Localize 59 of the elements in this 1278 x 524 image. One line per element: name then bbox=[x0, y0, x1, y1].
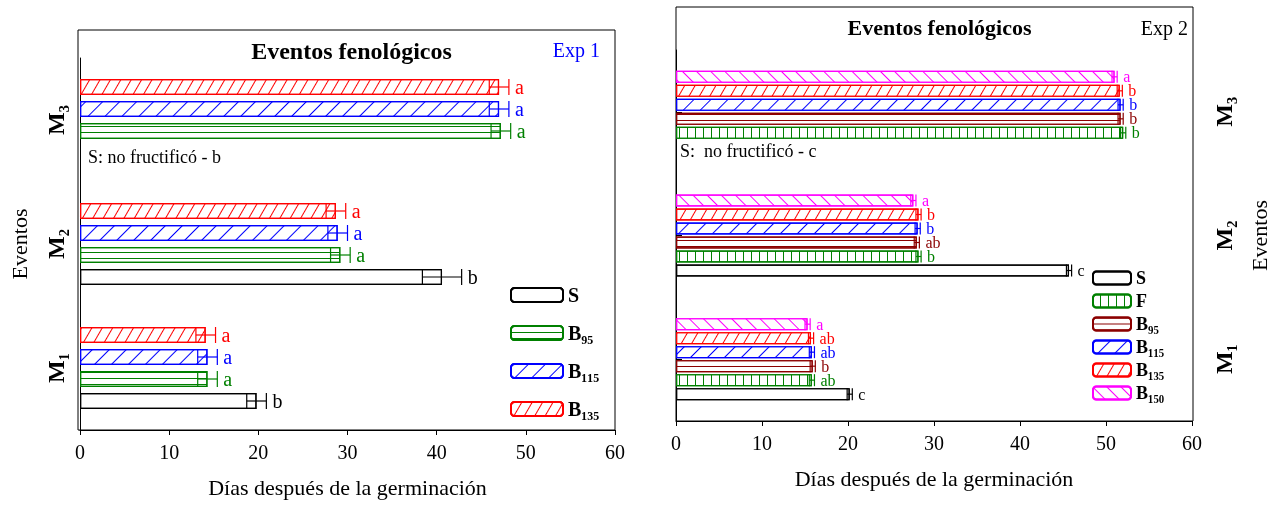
data-label: a bbox=[356, 244, 366, 266]
x-tick-label: 10 bbox=[752, 432, 772, 454]
x-axis-title: Días después de la germinación bbox=[794, 465, 1074, 491]
legend-label: B₁₅₀ bbox=[1136, 383, 1165, 403]
x-tick-label: 20 bbox=[838, 432, 858, 454]
x-tick-label: 0 bbox=[671, 432, 681, 454]
legend-label: B₁₃₅ bbox=[1136, 360, 1165, 380]
data-label: a bbox=[514, 98, 524, 120]
annotation: S: no fructificó - b bbox=[88, 147, 221, 167]
data-label: a bbox=[223, 368, 233, 390]
data-label: b bbox=[1131, 124, 1140, 142]
legend-label: B₁₁₅ bbox=[1136, 337, 1165, 357]
x-tick-label: 40 bbox=[1010, 432, 1030, 454]
x-tick-label: 60 bbox=[605, 441, 625, 463]
data-label: a bbox=[514, 76, 524, 98]
x-tick-label: 0 bbox=[75, 441, 85, 463]
annotation: Exp 2 bbox=[1140, 17, 1188, 40]
y-tick-label: M₂ bbox=[43, 229, 69, 259]
data-label: ab bbox=[925, 234, 941, 251]
data-label: c bbox=[1077, 262, 1085, 279]
y-tick-label: M₁ bbox=[43, 353, 69, 383]
legend-label: S bbox=[568, 284, 580, 306]
chart-title: Eventos fenológicos bbox=[251, 38, 452, 64]
y-tick-label: M₁ bbox=[1211, 344, 1237, 375]
y-tick-label: M₂ bbox=[1211, 220, 1237, 251]
legend-label: B₁₃₅ bbox=[568, 398, 600, 420]
x-tick-label: 60 bbox=[1182, 432, 1202, 454]
x-tick-label: 20 bbox=[248, 441, 269, 463]
x-tick-label: 30 bbox=[924, 432, 944, 454]
data-label: b bbox=[272, 390, 283, 412]
data-label: a bbox=[221, 324, 231, 346]
x-tick-label: 30 bbox=[337, 441, 358, 463]
data-label: b bbox=[926, 220, 935, 237]
data-label: c bbox=[858, 385, 866, 403]
legend-label: S bbox=[1136, 268, 1147, 288]
data-label: a bbox=[921, 192, 930, 209]
data-label: a bbox=[223, 346, 233, 368]
data-label: b bbox=[467, 266, 478, 288]
legend-label: B₉₅ bbox=[1136, 314, 1159, 334]
data-label: a bbox=[351, 200, 361, 222]
data-label: b bbox=[927, 206, 936, 223]
data-label: a bbox=[353, 222, 363, 244]
x-tick-label: 10 bbox=[159, 441, 180, 463]
data-label: a bbox=[516, 120, 526, 142]
x-tick-label: 50 bbox=[1096, 432, 1116, 454]
legend-label: B₁₁₅ bbox=[568, 360, 600, 382]
legend-label: F bbox=[1136, 291, 1147, 311]
x-tick-label: 50 bbox=[515, 441, 536, 463]
annotation: S: no fructificó - c bbox=[680, 141, 817, 161]
x-axis-title: Días después de la germinación bbox=[208, 474, 487, 500]
y-axis-title: Eventos bbox=[6, 208, 32, 280]
y-tick-label: M₃ bbox=[43, 105, 69, 135]
legend-label: B₉₅ bbox=[568, 322, 594, 344]
annotation: Exp 1 bbox=[552, 39, 600, 62]
y-tick-label: M₃ bbox=[1211, 96, 1237, 127]
data-label: b bbox=[927, 248, 936, 265]
chart-title: Eventos fenológicos bbox=[847, 14, 1032, 40]
x-tick-label: 40 bbox=[426, 441, 447, 463]
y-axis-title: Eventos bbox=[1246, 200, 1272, 271]
